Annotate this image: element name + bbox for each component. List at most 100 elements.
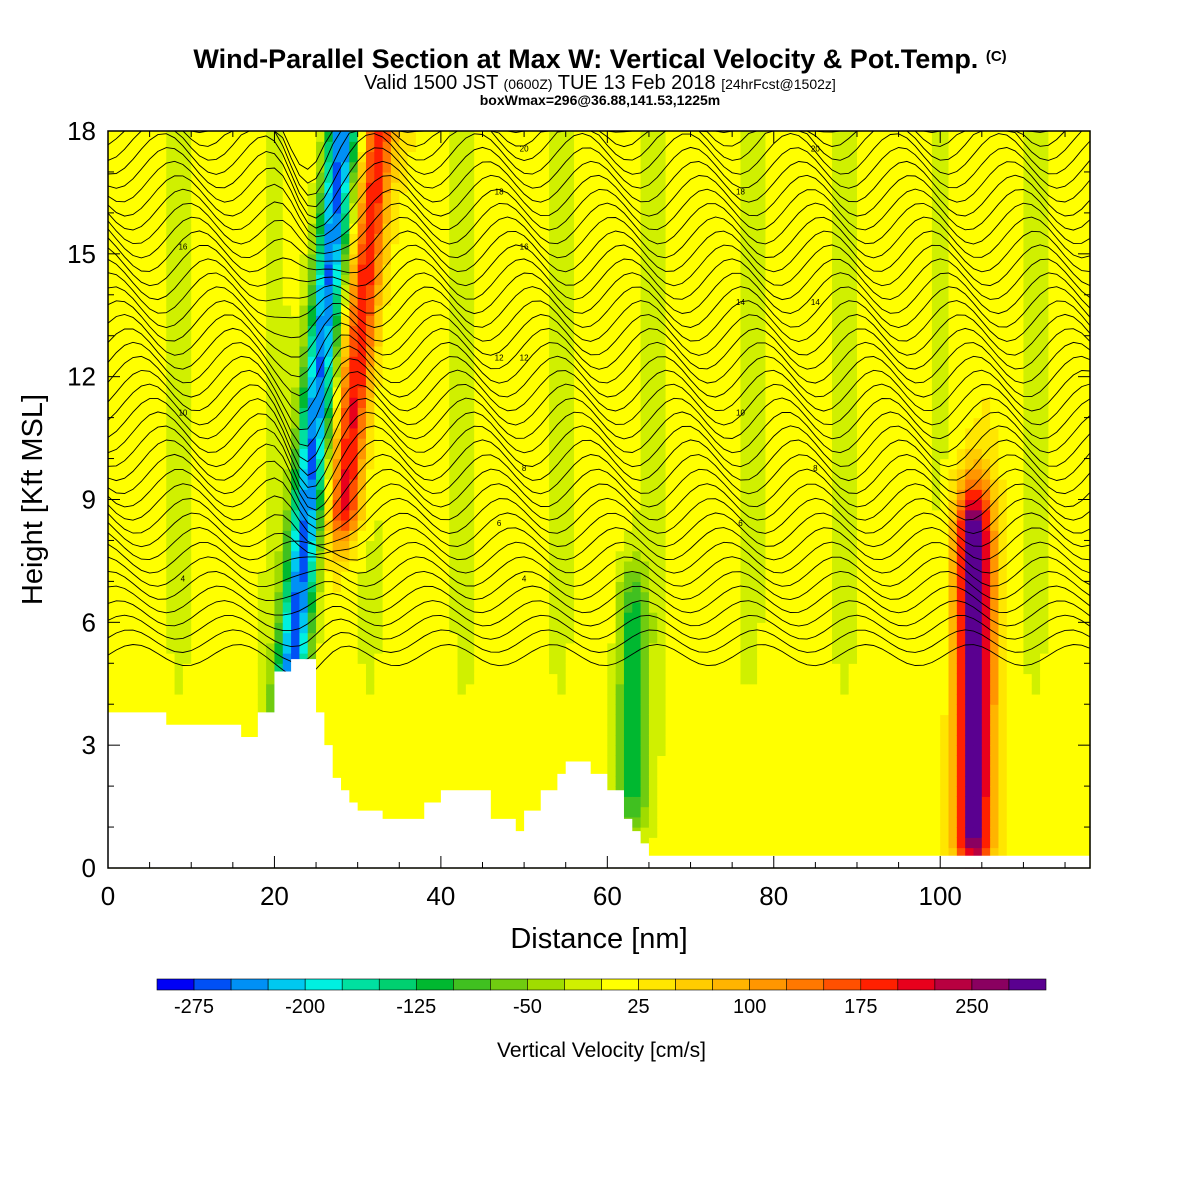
colorbar-swatch xyxy=(971,978,1010,991)
forecast-info: [24hrFcst@1502z] xyxy=(721,76,836,92)
theta-contour-label: 20 xyxy=(811,144,820,153)
colorbar-swatch xyxy=(156,978,195,991)
theta-contour-line xyxy=(107,258,1091,302)
colorbar-label: Vertical Velocity [cm/s] xyxy=(497,1039,706,1062)
colorbar-swatch xyxy=(415,978,454,991)
valid-utc: (0600Z) xyxy=(503,76,553,92)
colorbar-swatch xyxy=(378,978,417,991)
colorbar-tick-label: 175 xyxy=(844,996,877,1018)
theta-contour-line xyxy=(107,313,1091,378)
theta-contour-label: 18 xyxy=(495,187,504,196)
theta-contour-label: 6 xyxy=(497,519,502,528)
theta-contour-line xyxy=(107,146,1091,219)
theta-contour-line xyxy=(107,369,1091,447)
y-tick-label: 12 xyxy=(67,362,96,392)
chart-title-suffix: (C) xyxy=(985,48,1007,65)
y-tick-label: 9 xyxy=(82,485,96,515)
theta-contour-label: 16 xyxy=(520,243,529,252)
colorbar-swatch xyxy=(601,978,639,991)
colorbar-swatch xyxy=(304,978,343,991)
colorbar-swatch xyxy=(230,978,269,991)
chart-title-main: Wind-Parallel Section at Max W: Vertical… xyxy=(193,44,979,74)
theta-contour-label: 14 xyxy=(811,298,820,307)
theta-contour-label: 18 xyxy=(736,187,745,196)
theta-contour-label: 4 xyxy=(522,574,527,583)
theta-contour-line xyxy=(107,133,1091,208)
valid-date: TUE 13 Feb 2018 xyxy=(557,72,716,94)
theta-contour-line xyxy=(107,600,1091,632)
colorbar-tick-label: -125 xyxy=(396,996,436,1018)
theta-contour-line xyxy=(107,425,1091,500)
x-tick-label: 0 xyxy=(101,881,115,911)
colorbar-tick-label: 250 xyxy=(955,996,988,1018)
y-tick-label: 6 xyxy=(82,607,96,637)
box-info: boxWmax=296@36.88,141.53,1225m xyxy=(479,92,721,108)
theta-contour-label: 20 xyxy=(520,144,529,153)
y-tick-label: 3 xyxy=(82,730,96,760)
theta-contour-labels: 4 4 6 6 8 8 10 10 12 12 14 14 16 16 18 18 20 20 xyxy=(178,144,820,583)
valid-prefix: Valid 1500 JST xyxy=(364,72,498,94)
theta-contour-label: 8 xyxy=(522,464,527,473)
theta-contour-line xyxy=(107,397,1091,476)
theta-contour-line xyxy=(107,327,1091,397)
y-axis-label: Height [Kft MSL] xyxy=(17,394,49,605)
theta-contour-line xyxy=(107,629,1091,663)
theta-contour-line xyxy=(107,272,1091,319)
theta-contour-line xyxy=(107,188,1091,246)
theta-contour-label: 12 xyxy=(495,353,504,362)
colorbar-swatch xyxy=(527,978,565,991)
theta-contour-line xyxy=(107,160,1091,229)
colorbar-tick-label: 25 xyxy=(627,996,649,1018)
theta-contour-line xyxy=(107,300,1091,358)
theta-contour-line xyxy=(107,570,1091,601)
colorbar-swatch xyxy=(1008,978,1047,991)
x-tick-label: 100 xyxy=(919,881,962,911)
theta-contour-label: 10 xyxy=(736,409,745,418)
theta-contour-label: 10 xyxy=(178,409,187,418)
x-tick-label: 40 xyxy=(426,881,455,911)
terrain-mask xyxy=(108,659,1090,868)
colorbar-swatch xyxy=(749,978,788,991)
colorbar-swatch xyxy=(860,978,899,991)
theta-contour-line xyxy=(107,541,1091,574)
theta-contour-line xyxy=(107,483,1091,538)
theta-contour-line xyxy=(107,383,1091,463)
theta-contour-line xyxy=(107,497,1091,546)
colorbar-tick-label: -50 xyxy=(513,996,542,1018)
colorbar: -275 -200 -125 -50 25 100 175 250 Vertical Veloc… xyxy=(156,978,1047,1062)
theta-contour-line xyxy=(107,230,1091,274)
colorbar-swatch xyxy=(453,978,491,991)
colorbar-swatch xyxy=(564,978,602,991)
theta-contour-line xyxy=(107,411,1091,488)
theta-contour-label: 14 xyxy=(736,298,745,307)
theta-contour-line xyxy=(107,468,1091,529)
theta-contour-label: 16 xyxy=(178,243,187,252)
theta-contour-line xyxy=(107,556,1091,588)
x-tick-label: 20 xyxy=(260,881,289,911)
theta-contour-line xyxy=(107,174,1091,238)
colorbar-swatch xyxy=(490,978,528,991)
y-tick-label: 18 xyxy=(67,116,96,146)
theta-contour-line xyxy=(107,453,1091,521)
colorbar-swatch xyxy=(638,978,676,991)
theta-contour-label: 8 xyxy=(813,464,818,473)
theta-contour-label: 12 xyxy=(520,353,529,362)
theta-contour-line xyxy=(107,527,1091,561)
x-tick-label: 60 xyxy=(593,881,622,911)
colorbar-tick-label: -200 xyxy=(285,996,325,1018)
y-axis: 0 3 6 9 12 15 18 Height [Kft MSL] xyxy=(17,116,1090,883)
colorbar-swatch xyxy=(786,978,825,991)
colorbar-swatch xyxy=(712,978,750,991)
valid-time: Valid 1500 JST (0600Z) TUE 13 Feb 2018 [… xyxy=(0,72,1200,95)
theta-contour-line xyxy=(107,341,1091,415)
theta-contour-line xyxy=(107,643,1091,679)
colorbar-swatch xyxy=(341,978,380,991)
x-axis-label: Distance [nm] xyxy=(510,923,687,955)
colorbar-swatch xyxy=(934,978,973,991)
colorbar-tick-label: -275 xyxy=(174,996,214,1018)
theta-contour-line xyxy=(107,355,1091,431)
colorbar-swatch xyxy=(267,978,306,991)
x-axis: 0 20 40 60 80 100 Distance [nm] xyxy=(101,131,1066,955)
colorbar-swatch xyxy=(897,978,936,991)
